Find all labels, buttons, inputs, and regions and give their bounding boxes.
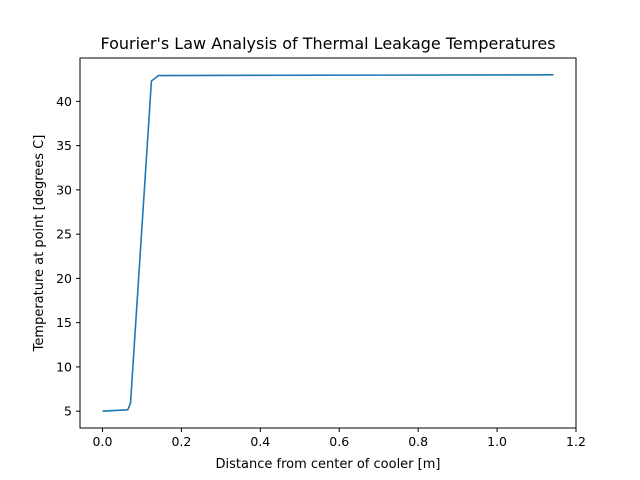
y-tick-label: 40 — [56, 94, 72, 109]
y-axis-label: Temperature at point [degrees C] — [32, 135, 47, 353]
x-tick-label: 1.0 — [487, 434, 507, 449]
y-tick-label: 15 — [56, 315, 72, 330]
y-tick-label: 10 — [56, 359, 72, 374]
x-tick-label: 0.8 — [408, 434, 428, 449]
axis-ticks: 0.0 0.2 0.4 0.6 0.8 1.0 1.2 5 10 15 20 25 30 35 40 — [56, 94, 586, 449]
y-tick-label: 5 — [64, 404, 72, 419]
x-tick-label: 0.6 — [329, 434, 349, 449]
series-group — [102, 74, 554, 412]
y-tick-label: 35 — [56, 138, 72, 153]
y-tick-label: 25 — [56, 227, 72, 242]
x-tick-label: 1.2 — [566, 434, 586, 449]
x-axis-label: Distance from center of cooler [m] — [216, 457, 441, 472]
x-tick-label: 0.4 — [250, 434, 270, 449]
x-tick-label: 0.2 — [171, 434, 191, 449]
chart-title: Fourier's Law Analysis of Thermal Leakag… — [100, 34, 555, 53]
y-tick-label: 30 — [56, 182, 72, 197]
plot-frame — [79, 57, 577, 429]
x-tick-label: 0.0 — [93, 434, 113, 449]
series-line — [102, 74, 554, 412]
y-tick-label: 20 — [56, 271, 72, 286]
